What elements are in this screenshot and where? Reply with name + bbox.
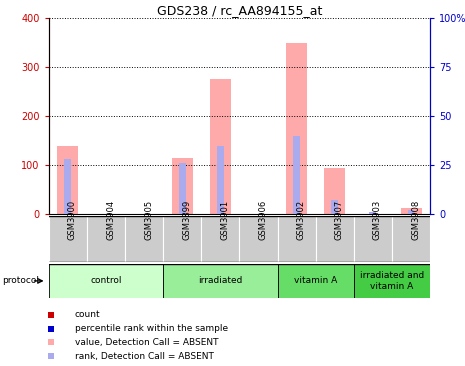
Text: value, Detection Call = ABSENT: value, Detection Call = ABSENT (75, 338, 218, 347)
Bar (163, 216, 201, 262)
Bar (163, 264, 278, 298)
Title: GDS238 / rc_AA894155_at: GDS238 / rc_AA894155_at (157, 4, 322, 17)
Bar (125, 216, 163, 262)
Bar (408, 210, 414, 214)
Text: GSM3905: GSM3905 (144, 199, 153, 240)
Text: count: count (75, 310, 100, 320)
Text: GSM3900: GSM3900 (68, 199, 77, 240)
Bar (49, 264, 163, 298)
Bar (49, 216, 87, 262)
Bar (179, 163, 186, 214)
Text: GSM3899: GSM3899 (182, 199, 191, 240)
Bar (332, 201, 338, 214)
Bar (278, 216, 316, 262)
Text: GSM3902: GSM3902 (297, 199, 306, 240)
Bar (239, 216, 278, 262)
Text: GSM3903: GSM3903 (373, 199, 382, 240)
Text: irradiated and
vitamin A: irradiated and vitamin A (360, 271, 424, 291)
Bar (286, 43, 307, 214)
Text: rank, Detection Call = ABSENT: rank, Detection Call = ABSENT (75, 352, 213, 361)
Bar (354, 264, 430, 298)
Text: vitamin A: vitamin A (294, 276, 338, 285)
Text: GSM3901: GSM3901 (220, 199, 229, 240)
Text: GSM3908: GSM3908 (411, 199, 420, 240)
Text: GSM3904: GSM3904 (106, 199, 115, 240)
Bar (87, 216, 125, 262)
Bar (172, 158, 193, 214)
Bar (57, 146, 79, 214)
Bar (65, 159, 71, 214)
Bar (392, 216, 430, 262)
Text: irradiated: irradiated (198, 276, 243, 285)
Bar (370, 212, 376, 214)
Text: GSM3906: GSM3906 (259, 199, 267, 240)
Bar (201, 216, 239, 262)
Bar (293, 136, 300, 214)
Bar (217, 146, 224, 214)
Bar (316, 216, 354, 262)
Bar (278, 264, 354, 298)
Bar (354, 216, 392, 262)
Text: GSM3907: GSM3907 (335, 199, 344, 240)
Text: protocol: protocol (2, 276, 40, 285)
Bar (400, 208, 422, 214)
Text: control: control (90, 276, 122, 285)
Text: percentile rank within the sample: percentile rank within the sample (75, 324, 228, 333)
Bar (324, 168, 345, 214)
Bar (210, 79, 231, 214)
